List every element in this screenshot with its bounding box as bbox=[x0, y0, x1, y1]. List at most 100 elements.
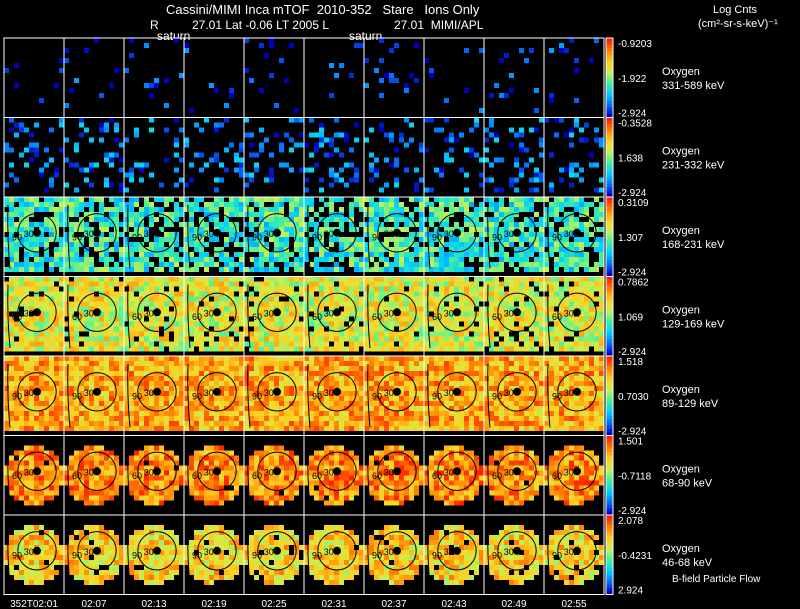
pixel bbox=[269, 391, 274, 396]
pixel bbox=[329, 207, 334, 212]
pixel bbox=[309, 217, 314, 222]
pixel bbox=[214, 291, 219, 297]
pixel bbox=[189, 252, 194, 257]
pixel bbox=[414, 252, 419, 257]
pixel bbox=[314, 247, 319, 252]
pixel bbox=[264, 267, 269, 272]
pixel bbox=[319, 376, 324, 381]
pixel bbox=[599, 202, 604, 207]
colorbar-segment bbox=[606, 273, 613, 277]
pixel bbox=[409, 257, 414, 262]
pixel bbox=[439, 346, 444, 352]
pixel bbox=[514, 252, 519, 257]
pixel bbox=[69, 331, 74, 337]
pixel bbox=[24, 147, 29, 153]
pixel bbox=[514, 207, 519, 212]
pixel bbox=[124, 391, 129, 396]
pixel bbox=[589, 58, 594, 63]
pixel bbox=[109, 291, 114, 297]
pixel bbox=[79, 222, 84, 227]
pixel bbox=[269, 366, 274, 371]
pixel bbox=[499, 257, 504, 262]
colorbar-segment bbox=[606, 153, 613, 158]
pixel bbox=[574, 217, 579, 222]
pixel bbox=[89, 167, 94, 173]
pixel bbox=[384, 207, 389, 212]
pixel bbox=[184, 356, 189, 361]
pixel bbox=[449, 341, 454, 347]
pixel bbox=[64, 371, 69, 376]
pixel bbox=[134, 132, 139, 138]
pixel bbox=[89, 396, 94, 401]
pixel bbox=[414, 247, 419, 252]
pixel bbox=[344, 291, 349, 297]
pixel bbox=[379, 187, 384, 193]
pixel bbox=[489, 291, 494, 297]
pixel bbox=[194, 152, 199, 158]
pixel bbox=[344, 401, 349, 406]
pixel bbox=[74, 361, 79, 366]
pixel bbox=[594, 281, 599, 287]
pixel bbox=[114, 217, 119, 222]
pixel bbox=[59, 396, 64, 401]
pixel bbox=[434, 197, 439, 202]
pixel bbox=[54, 207, 59, 212]
pixel bbox=[254, 381, 259, 386]
pixel bbox=[49, 202, 54, 207]
pixel bbox=[329, 217, 334, 222]
pixel bbox=[144, 162, 149, 168]
pixel bbox=[379, 281, 384, 287]
pixel bbox=[119, 232, 124, 237]
pixel bbox=[254, 167, 259, 173]
pixel bbox=[594, 331, 599, 337]
pixel bbox=[319, 361, 324, 366]
pixel bbox=[144, 276, 149, 282]
pixel bbox=[244, 296, 249, 302]
pixel bbox=[269, 281, 274, 287]
pixel bbox=[569, 247, 574, 252]
pixel bbox=[54, 172, 59, 178]
pixel bbox=[399, 257, 404, 262]
contour-line bbox=[67, 363, 71, 428]
pixel bbox=[439, 336, 444, 342]
pixel bbox=[199, 336, 204, 342]
pixel bbox=[19, 331, 24, 337]
pixel bbox=[594, 276, 599, 282]
pixel bbox=[24, 222, 29, 227]
pixel bbox=[244, 411, 249, 416]
pixel bbox=[504, 237, 509, 242]
pixel bbox=[169, 346, 174, 352]
pixel bbox=[249, 341, 254, 347]
pixel bbox=[464, 197, 469, 202]
pixel bbox=[44, 331, 49, 337]
pixel bbox=[269, 301, 274, 307]
pixel bbox=[289, 336, 294, 342]
pixel bbox=[479, 331, 484, 337]
pixel bbox=[134, 247, 139, 252]
pixel bbox=[584, 207, 589, 212]
pixel bbox=[404, 117, 409, 123]
pixel bbox=[149, 376, 154, 381]
pixel bbox=[279, 58, 284, 63]
pixel bbox=[209, 381, 214, 386]
pixel bbox=[419, 306, 424, 312]
pixel bbox=[194, 122, 199, 128]
pixel bbox=[414, 301, 419, 307]
pixel bbox=[24, 386, 29, 391]
pixel bbox=[564, 227, 569, 232]
pixel bbox=[329, 276, 334, 282]
pixel bbox=[564, 167, 569, 173]
pixel bbox=[89, 281, 94, 287]
pixel bbox=[309, 411, 314, 416]
pixel bbox=[594, 316, 599, 322]
pixel bbox=[49, 316, 54, 322]
pixel bbox=[104, 237, 109, 242]
pixel bbox=[354, 43, 359, 48]
pixel bbox=[314, 336, 319, 342]
pixel bbox=[339, 406, 344, 411]
pixel bbox=[249, 177, 254, 183]
pixel bbox=[589, 331, 594, 337]
pixel bbox=[14, 326, 19, 332]
pixel bbox=[254, 286, 259, 292]
